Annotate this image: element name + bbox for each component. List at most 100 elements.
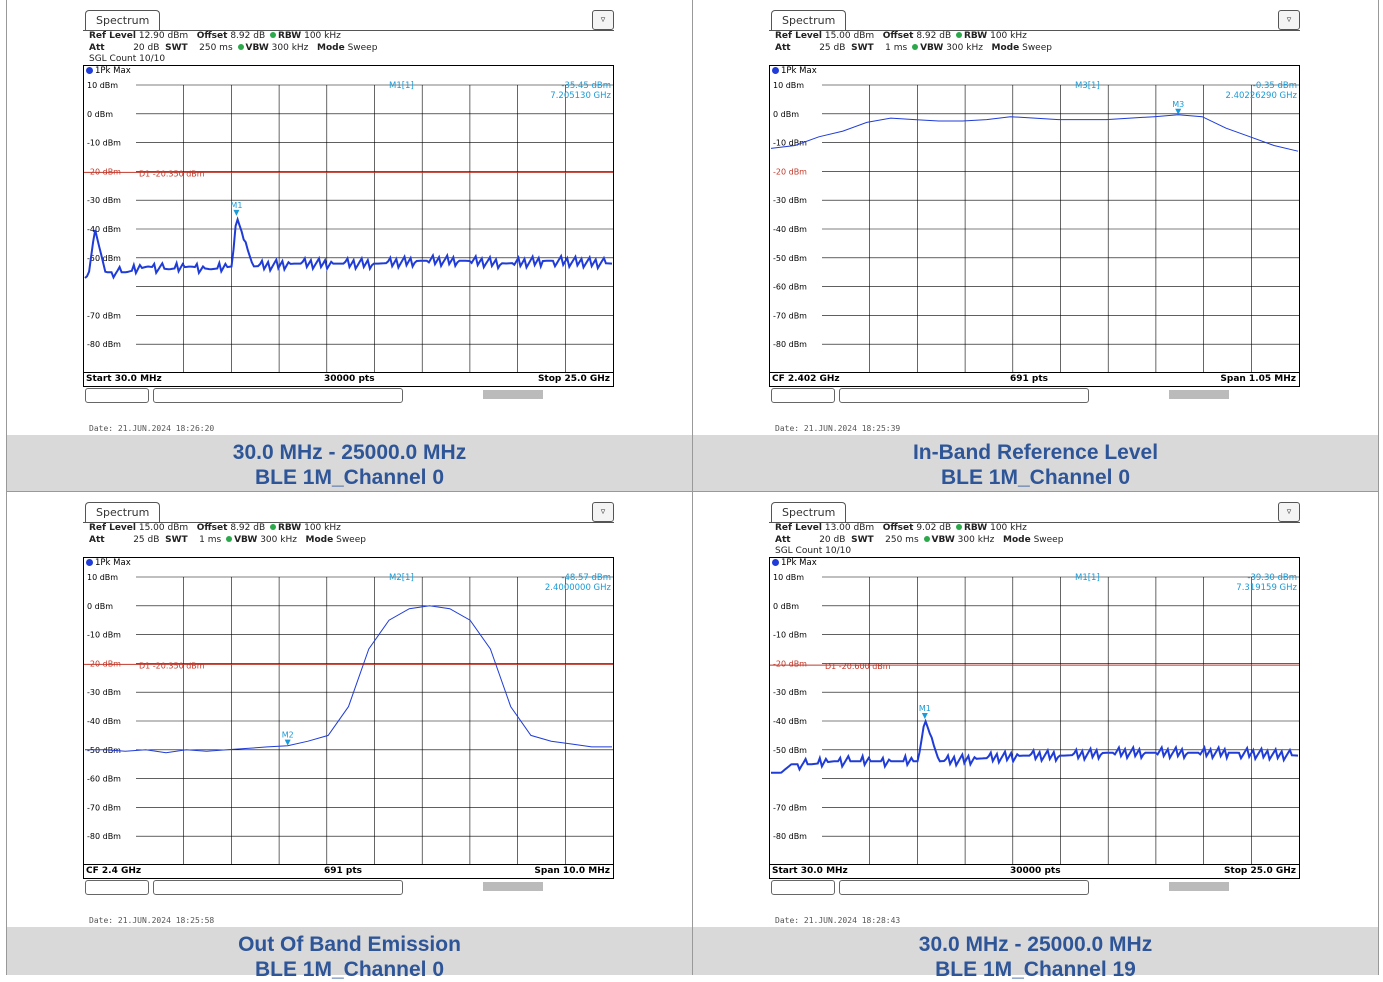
y-tick-label: -50 dBm bbox=[87, 254, 121, 263]
y-tick-label: 0 dBm bbox=[87, 110, 113, 119]
offset-value: 8.92 dB bbox=[916, 31, 952, 41]
rbw-value: 100 kHz bbox=[304, 31, 341, 41]
vbw-value: 300 kHz bbox=[946, 43, 983, 53]
y-tick-label: -50 dBm bbox=[773, 254, 807, 263]
progress-indicator bbox=[483, 882, 543, 891]
tab-spectrum[interactable]: Spectrum bbox=[771, 10, 847, 31]
footer-points: 691 pts bbox=[1010, 374, 1049, 384]
caption-line-2: BLE 1M_Channel 0 bbox=[254, 466, 445, 489]
y-tick-label: 10 dBm bbox=[773, 573, 804, 582]
panel-caption: In-Band Reference Level BLE 1M_Channel 0 bbox=[693, 435, 1378, 491]
footer-left: Start 30.0 MHz bbox=[772, 866, 848, 876]
plot-area: 1Pk Max 10 dBm 0 dBm -10 dBm -20 dBm -30 dBm -… bbox=[83, 65, 614, 387]
mode-value: Sweep bbox=[336, 535, 366, 545]
y-tick-label: -30 dBm bbox=[87, 196, 121, 205]
y-tick-label: -40 dBm bbox=[773, 717, 807, 726]
y-tick-label: 10 dBm bbox=[773, 81, 804, 90]
y-tick-label: -80 dBm bbox=[87, 832, 121, 841]
d1-label: D1 -20.600 dBm bbox=[825, 662, 891, 671]
caption-line-1: 30.0 MHz - 25000.0 MHz bbox=[232, 441, 467, 464]
marker-value: -0.35 dBm bbox=[1252, 81, 1297, 91]
tab-underline bbox=[83, 522, 614, 523]
footer-left: CF 2.402 GHz bbox=[772, 374, 840, 384]
marker-readout: -48.57 dBm 2.4000000 GHz bbox=[545, 573, 611, 593]
status-field-small bbox=[85, 880, 149, 895]
header-row-1: Ref Level 13.00 dBm Offset 9.02 dB RBW 1… bbox=[775, 523, 1027, 533]
plot-area: 1Pk Max 10 dBm 0 dBm -10 dBm -20 dBm -30 dBm -… bbox=[769, 65, 1300, 387]
screenshot-panel-3: Spectrum ▿ Ref Level 15.00 dBm Offset 8.92… bbox=[7, 492, 692, 981]
mode-value: Sweep bbox=[1033, 535, 1064, 545]
footer-right: Span 1.05 MHz bbox=[1220, 374, 1296, 384]
footer-left: CF 2.4 GHz bbox=[86, 866, 142, 876]
header-row-1: Ref Level 15.00 dBm Offset 8.92 dB RBW 1… bbox=[775, 31, 1027, 41]
footer-points: 691 pts bbox=[324, 866, 363, 876]
spectrum-plot: 10 dBm 0 dBm -10 dBm -20 dBm -30 dBm -40 dBm -… bbox=[84, 81, 613, 373]
progress-indicator bbox=[1169, 390, 1229, 399]
offset-value: 8.92 dB bbox=[230, 31, 266, 41]
rbw-value: 100 kHz bbox=[990, 523, 1027, 533]
mode-value: Sweep bbox=[1022, 43, 1052, 53]
vbw-value: 300 kHz bbox=[957, 535, 995, 545]
marker-name: M3[1] bbox=[1075, 81, 1100, 91]
y-tick-label: 0 dBm bbox=[87, 602, 113, 611]
status-field-small bbox=[771, 880, 835, 895]
settings-icon[interactable]: ▿ bbox=[1278, 502, 1300, 522]
timestamp: Date: 21.JUN.2024 18:25:58 bbox=[89, 916, 215, 925]
trace-name: 1Pk Max bbox=[781, 66, 817, 76]
tab-underline bbox=[83, 30, 614, 31]
swt-value: 1 ms bbox=[885, 43, 908, 53]
y-tick-label: -70 dBm bbox=[773, 803, 807, 812]
trace-label: 1Pk Max bbox=[86, 66, 131, 76]
timestamp: Date: 21.JUN.2024 18:26:20 bbox=[89, 424, 215, 433]
header-row-2: Att 20 dB SWT 250 ms VBW 300 kHz Mode Sw… bbox=[89, 43, 378, 53]
trace-dot-icon bbox=[772, 559, 779, 566]
settings-icon[interactable]: ▿ bbox=[592, 10, 614, 30]
plot-footer: CF 2.4 GHz 691 pts Span 10.0 MHz bbox=[84, 864, 613, 878]
trace-dot-icon bbox=[86, 559, 93, 566]
tab-spectrum[interactable]: Spectrum bbox=[85, 502, 161, 523]
footer-right: Span 10.0 MHz bbox=[534, 866, 610, 876]
cell-border-left bbox=[6, 0, 7, 975]
marker-point-label: M2 bbox=[282, 731, 294, 740]
tab-underline bbox=[769, 522, 1300, 523]
timestamp: Date: 21.JUN.2024 18:28:43 bbox=[775, 916, 901, 925]
caption-line-1: Out Of Band Emission bbox=[238, 933, 461, 956]
footer-left: Start 30.0 MHz bbox=[86, 374, 162, 384]
y-tick-label: -20 dBm bbox=[773, 167, 807, 176]
settings-icon[interactable]: ▿ bbox=[1278, 10, 1300, 30]
marker-triangle-icon bbox=[1175, 108, 1182, 115]
analyzer-screen: Spectrum ▿ Ref Level 13.00 dBm Offset 9.02… bbox=[693, 492, 1378, 925]
panel-caption: 30.0 MHz - 25000.0 MHz BLE 1M_Channel 0 bbox=[7, 435, 692, 491]
tab-spectrum[interactable]: Spectrum bbox=[85, 10, 161, 31]
y-tick-label: -30 dBm bbox=[773, 688, 807, 697]
trace-label: 1Pk Max bbox=[86, 558, 131, 568]
trace-1pk-max bbox=[85, 605, 612, 754]
caption-line-1: In-Band Reference Level bbox=[912, 441, 1159, 464]
tab-spectrum[interactable]: Spectrum bbox=[771, 502, 847, 523]
cell-border-right bbox=[1378, 0, 1379, 975]
offset-value: 8.92 dB bbox=[230, 523, 266, 533]
y-tick-label: -60 dBm bbox=[87, 775, 121, 784]
marker-frequency: 7.319159 GHz bbox=[1236, 583, 1297, 593]
y-tick-label: -30 dBm bbox=[87, 688, 121, 697]
plot-area: 1Pk Max 10 dBm 0 dBm -10 dBm -20 dBm -30 dBm -… bbox=[83, 557, 614, 879]
header-row-2: Att 25 dB SWT 1 ms VBW 300 kHz Mode Swee… bbox=[775, 43, 1052, 53]
y-tick-label: -80 dBm bbox=[773, 832, 807, 841]
marker-value: -35.45 dBm bbox=[561, 81, 611, 91]
y-tick-label: -80 dBm bbox=[773, 340, 807, 349]
status-field-wide bbox=[153, 880, 403, 895]
status-field-small bbox=[771, 388, 835, 403]
y-tick-label: -80 dBm bbox=[87, 340, 121, 349]
caption-line-2: BLE 1M_Channel 0 bbox=[254, 958, 445, 981]
y-tick-label: -40 dBm bbox=[87, 717, 121, 726]
settings-icon[interactable]: ▿ bbox=[592, 502, 614, 522]
marker-value: -48.57 dBm bbox=[561, 573, 611, 583]
status-bar bbox=[83, 387, 614, 403]
y-tick-label: -70 dBm bbox=[773, 311, 807, 320]
panel-caption: Out Of Band Emission BLE 1M_Channel 0 bbox=[7, 927, 692, 981]
y-tick-label: -20 dBm bbox=[773, 659, 807, 668]
y-tick-label: -40 dBm bbox=[773, 225, 807, 234]
swt-value: 1 ms bbox=[199, 535, 222, 545]
screenshot-panel-4: Spectrum ▿ Ref Level 13.00 dBm Offset 9.02… bbox=[693, 492, 1378, 981]
trace-name: 1Pk Max bbox=[95, 558, 131, 568]
